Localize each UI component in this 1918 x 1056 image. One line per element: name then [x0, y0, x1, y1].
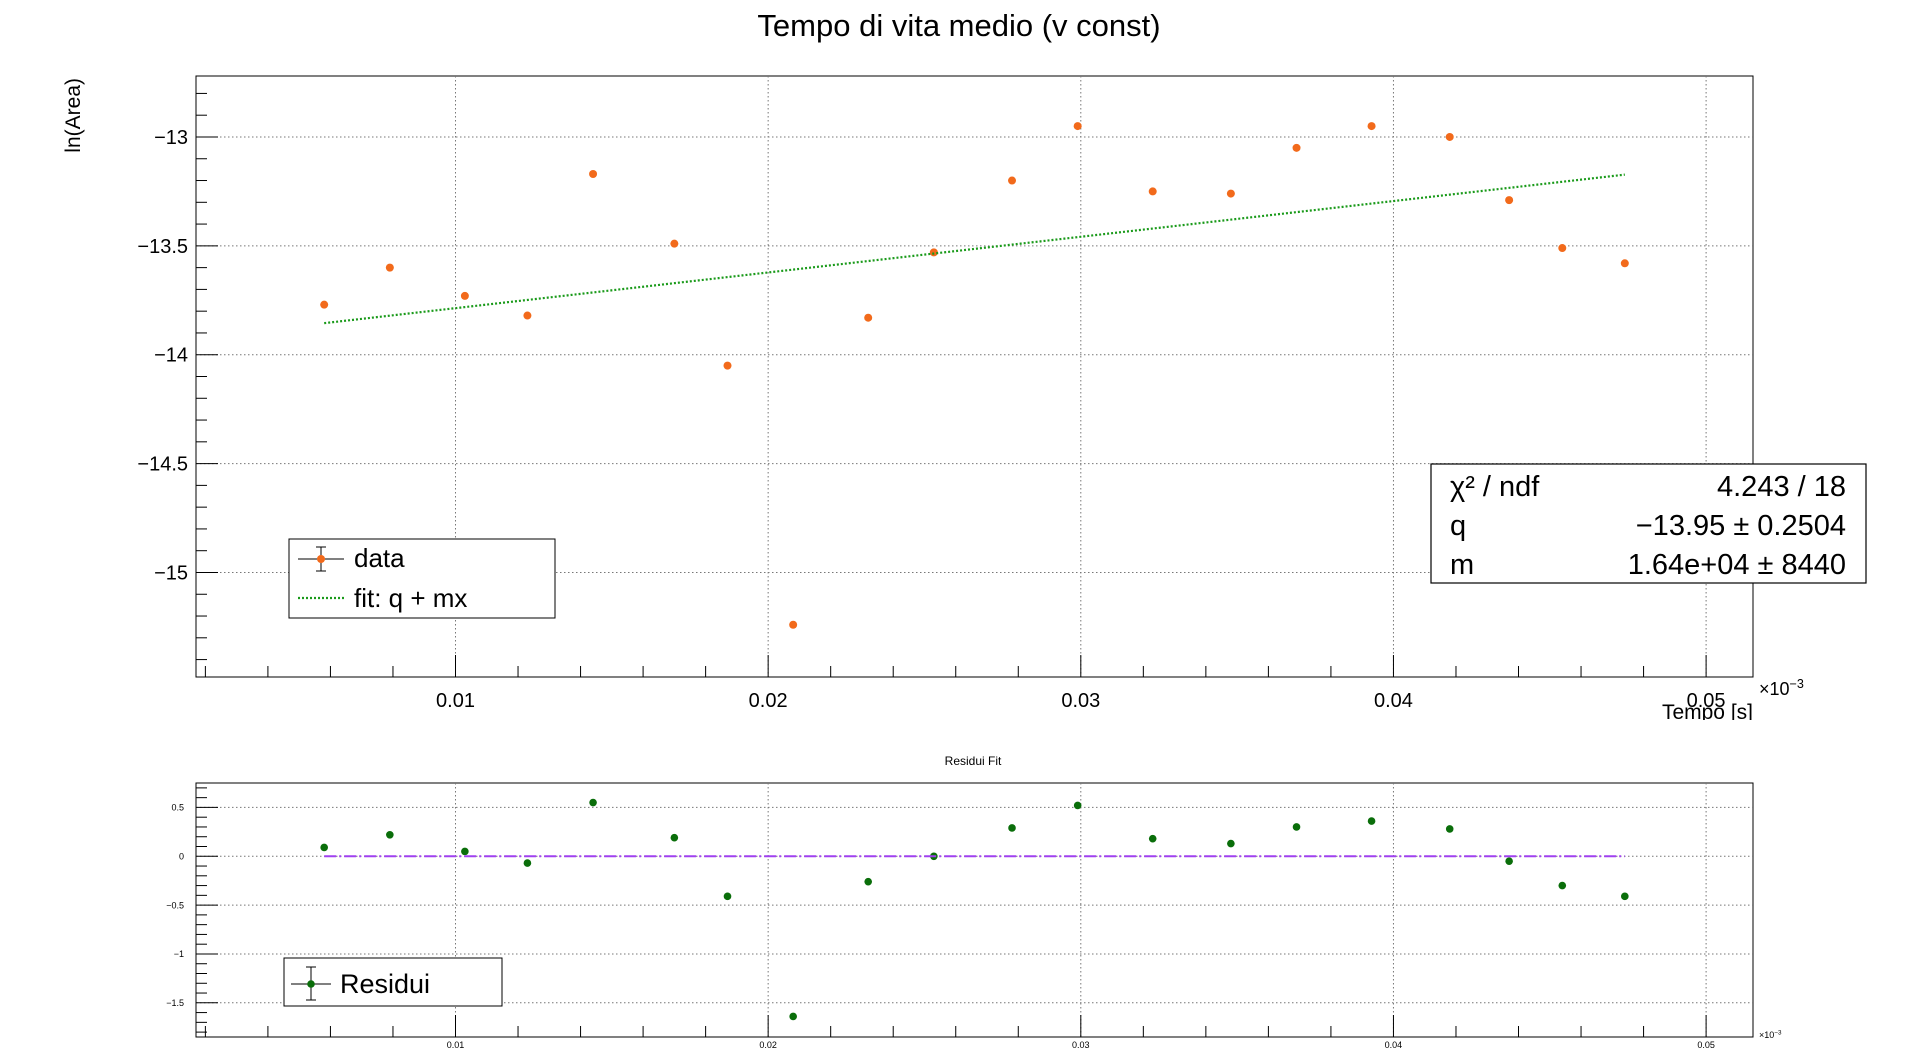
residuals-legend: Residui [283, 957, 503, 1007]
data-point [523, 311, 532, 320]
legend-box [288, 538, 556, 619]
residuals-title: Residui Fit [945, 754, 1002, 768]
main-chart: 0.01 0.02 0.03 0.04 0.05 −13 −13.5 −14 −14.5 −15 ×… [62, 8, 1867, 720]
residual-point [461, 847, 469, 856]
x-axis-label: Tempo [s] [1662, 701, 1753, 720]
data-point [1367, 122, 1376, 131]
residual-point [1073, 801, 1082, 810]
residual-point [1148, 834, 1157, 843]
stats-value: −13.95 ± 0.2504 [1636, 510, 1846, 542]
residual-point [589, 798, 597, 807]
y-tick-label: −1 [174, 949, 184, 959]
y-tick-label: −13 [154, 127, 188, 149]
multiplier-exponent: −3 [1790, 677, 1804, 691]
y-tick-label: −14.5 [137, 454, 188, 476]
multiplier-exponent: −3 [1774, 1029, 1782, 1036]
x-tick-label: 0.01 [447, 1040, 465, 1050]
legend: data fit: q + mx [288, 538, 556, 619]
y-tick-label: −15 [154, 562, 188, 584]
residual-point [723, 892, 732, 901]
residual-point [670, 833, 679, 842]
residual-point [864, 877, 872, 886]
stats-box: χ² / ndf 4.243 / 18 q −13.95 ± 0.2504 m 1.64e… [1430, 463, 1867, 584]
stats-label: q [1450, 510, 1466, 542]
residual-point [1558, 881, 1567, 890]
data-point [1148, 187, 1157, 196]
legend-label-fit: fit: q + mx [354, 583, 467, 613]
residual-point [1367, 817, 1376, 825]
residual-point [1505, 857, 1513, 865]
stats-value: 1.64e+04 ± 8440 [1628, 549, 1846, 581]
data-point [670, 239, 679, 248]
x-axis-multiplier: ×10−3 [1759, 1029, 1782, 1040]
y-tick-label: 0.5 [171, 803, 184, 813]
data-point [723, 361, 732, 370]
chart-title: Tempo di vita medio (v const) [757, 8, 1160, 43]
data-point [385, 263, 394, 272]
x-tick-label: 0.05 [1697, 1040, 1715, 1050]
multiplier-base: ×10 [1759, 1030, 1774, 1040]
y-tick-label: 0 [179, 851, 184, 861]
data-point [460, 291, 469, 300]
residual-point [1445, 825, 1454, 833]
residual-point [789, 1012, 797, 1021]
data-point [1073, 122, 1082, 131]
legend-label-residui: Residui [340, 969, 430, 999]
x-axis-multiplier: ×10−3 [1759, 677, 1804, 699]
residual-point [1227, 839, 1235, 848]
x-tick-label: 0.02 [749, 690, 788, 712]
data-point [1445, 132, 1454, 141]
data-point [1008, 176, 1017, 185]
data-point [1226, 189, 1235, 198]
x-tick-label: 0.01 [436, 690, 475, 712]
data-point [929, 248, 938, 257]
legend-data-marker [317, 555, 325, 563]
stats-box-frame [1430, 463, 1867, 584]
data-point [1620, 259, 1629, 268]
residual-point [1621, 892, 1629, 901]
residual-point [1008, 824, 1016, 832]
data-point [589, 169, 598, 178]
data-point [789, 620, 798, 629]
y-tick-label: −14 [154, 345, 188, 367]
data-point [1505, 196, 1514, 205]
data-point [1558, 244, 1567, 253]
legend-label-data: data [354, 543, 405, 573]
x-tick-label: 0.02 [759, 1040, 777, 1050]
stats-value: 4.243 / 18 [1717, 471, 1846, 503]
residual-point [386, 830, 394, 839]
multiplier-base: ×10 [1759, 679, 1790, 699]
stats-label: χ² / ndf [1450, 471, 1540, 503]
residual-point [320, 843, 328, 852]
x-tick-label: 0.04 [1374, 690, 1413, 712]
x-tick-label: 0.03 [1061, 690, 1100, 712]
x-tick-label: 0.04 [1385, 1040, 1403, 1050]
data-point [864, 313, 873, 322]
x-tick-label: 0.05 [1687, 690, 1726, 712]
y-tick-label: −13.5 [137, 236, 188, 258]
residuals-legend-box [283, 957, 503, 1007]
y-axis-label: ln(Area) [62, 78, 85, 153]
data-point [1292, 143, 1301, 152]
y-tick-label: −0.5 [166, 900, 184, 910]
data-point [320, 300, 329, 309]
x-tick-label: 0.03 [1072, 1040, 1090, 1050]
residual-point [523, 859, 532, 867]
legend-residui-marker [307, 980, 315, 988]
stats-label: m [1450, 549, 1474, 581]
residual-point [1292, 823, 1301, 831]
y-tick-label: −1.5 [166, 998, 184, 1008]
